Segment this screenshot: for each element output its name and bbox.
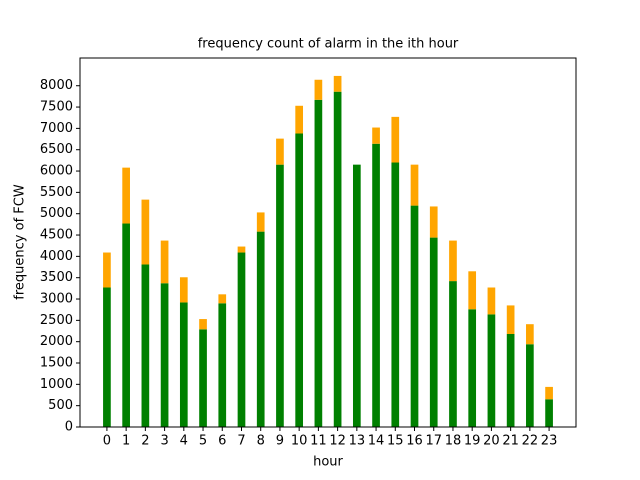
- x-tick-label: 4: [180, 434, 188, 449]
- y-tick-label: 1500: [40, 356, 73, 371]
- x-tick-label: 13: [349, 434, 366, 449]
- y-tick-label: 0: [65, 420, 73, 435]
- bar-segment: [526, 344, 534, 427]
- bar-segment: [141, 264, 150, 427]
- y-axis-label: frequency of FCW: [13, 184, 28, 300]
- bar-segment: [506, 334, 515, 427]
- bar-segment: [449, 281, 457, 427]
- x-tick-label: 16: [406, 434, 423, 449]
- bar-segment: [429, 206, 438, 238]
- y-tick-label: 500: [48, 398, 73, 413]
- y-tick-label: 8000: [40, 78, 73, 93]
- x-tick-label: 10: [291, 434, 308, 449]
- bar-segment: [545, 399, 553, 427]
- y-tick-label: 4500: [40, 228, 73, 243]
- y-tick-label: 5500: [40, 185, 73, 200]
- x-tick-label: 9: [276, 434, 284, 449]
- bar-segment: [276, 164, 284, 427]
- bar-segment: [314, 79, 323, 100]
- bar-segment: [141, 199, 150, 265]
- bar-segment: [391, 162, 400, 427]
- x-axis-label: hour: [313, 455, 343, 470]
- bar-segment: [449, 240, 457, 282]
- x-tick-label: 0: [103, 434, 111, 449]
- bar-segment: [103, 252, 111, 288]
- y-tick-label: 1000: [40, 377, 73, 392]
- bar-segment: [410, 164, 419, 206]
- bar-segment: [468, 271, 477, 310]
- y-tick-label: 7000: [40, 121, 73, 136]
- x-tick-label: 23: [541, 434, 558, 449]
- bar-segment: [391, 116, 400, 163]
- bar-segment: [545, 386, 553, 400]
- bar-segment: [333, 91, 342, 428]
- bar-segment: [410, 205, 419, 427]
- bar-segment: [487, 314, 496, 427]
- bar-segment: [256, 212, 265, 232]
- y-tick-label: 4000: [40, 249, 73, 264]
- bar-segment: [429, 237, 438, 427]
- chart-title: frequency count of alarm in the ith hour: [198, 37, 459, 52]
- x-tick-label: 15: [387, 434, 404, 449]
- bar-segment: [122, 223, 130, 427]
- y-tick-label: 5000: [40, 206, 73, 221]
- x-tick-label: 8: [257, 434, 265, 449]
- x-tick-label: 5: [199, 434, 207, 449]
- x-tick-label: 1: [122, 434, 130, 449]
- bar-segment: [295, 133, 304, 428]
- x-tick-label: 21: [502, 434, 519, 449]
- x-tick-label: 6: [218, 434, 226, 449]
- bar-segment: [372, 143, 380, 427]
- y-tick-label: 2000: [40, 334, 73, 349]
- x-tick-label: 19: [464, 434, 481, 449]
- x-tick-label: 17: [425, 434, 442, 449]
- bar-segment: [179, 277, 188, 303]
- bar-segment: [237, 252, 246, 427]
- x-tick-label: 20: [483, 434, 500, 449]
- bar-segment: [237, 246, 246, 253]
- bar-segment: [179, 302, 188, 427]
- x-tick-label: 12: [329, 434, 346, 449]
- bar-segment: [352, 164, 361, 427]
- y-tick-label: 2500: [40, 313, 73, 328]
- y-tick-label: 6000: [40, 164, 73, 179]
- plot-frame: [79, 57, 577, 428]
- bar-segment: [256, 231, 265, 427]
- bar-segment: [103, 287, 111, 427]
- y-tick-label: 3500: [40, 270, 73, 285]
- bar-segment: [333, 75, 342, 92]
- bar-segment: [160, 240, 169, 284]
- x-tick-label: 18: [445, 434, 462, 449]
- bar-segment: [199, 329, 207, 427]
- bar-segment: [218, 294, 227, 304]
- bar-segment: [276, 138, 284, 165]
- bar-segment: [218, 303, 227, 427]
- bar-segment: [160, 283, 169, 427]
- bar-segment: [487, 287, 496, 315]
- bar-segment: [372, 127, 380, 144]
- bar-segment: [122, 167, 130, 224]
- x-tick-label: 2: [141, 434, 149, 449]
- x-tick-label: 3: [160, 434, 168, 449]
- bar-segment: [506, 305, 515, 335]
- x-tick-label: 22: [522, 434, 539, 449]
- x-tick-label: 11: [310, 434, 327, 449]
- bar-segment: [295, 105, 304, 134]
- y-tick-label: 3000: [40, 292, 73, 307]
- y-tick-label: 7500: [40, 100, 73, 115]
- bar-segment: [314, 99, 323, 427]
- bar-segment: [468, 309, 477, 427]
- y-tick-label: 6500: [40, 142, 73, 157]
- x-tick-label: 7: [237, 434, 245, 449]
- bar-segment: [199, 319, 207, 330]
- x-tick-label: 14: [368, 434, 385, 449]
- bar-segment: [526, 324, 534, 345]
